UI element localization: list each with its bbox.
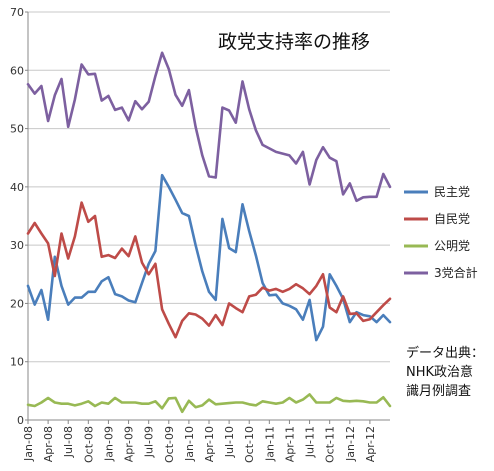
- x-tick-label: Jul-11: [304, 426, 317, 458]
- x-tick-label: Apr-08: [42, 426, 55, 462]
- y-tick-label: 40: [10, 181, 24, 194]
- source-note-line: データ出典：: [406, 345, 484, 361]
- legend-label: 公明党: [434, 238, 470, 253]
- x-tick-label: Jul-08: [62, 426, 75, 458]
- x-tick-label: Apr-11: [283, 426, 296, 462]
- y-tick-label: 20: [10, 297, 24, 310]
- series-line-3党合計: [26, 51, 392, 203]
- series-line-自民党: [26, 201, 392, 339]
- y-tick-label: 0: [17, 414, 24, 427]
- y-tick-label: 10: [10, 356, 24, 369]
- x-tick-label: Apr-10: [203, 426, 216, 462]
- series-lines: [26, 51, 392, 414]
- x-tick-label: Jan-12: [344, 426, 357, 462]
- x-tick-label: Jul-10: [223, 426, 236, 458]
- y-tick-label: 60: [10, 64, 24, 77]
- legend-label: 民主党: [434, 184, 470, 199]
- series-line-公明党: [26, 393, 392, 414]
- x-tick-label: Oct-10: [243, 426, 256, 463]
- y-tick-label: 50: [10, 123, 24, 136]
- axes: 0 10 20 30 40 50 60 70 Jan-08 Apr-08 Jul-08 Oct-08 J…: [10, 6, 390, 463]
- x-tick-label: Oct-08: [82, 426, 95, 463]
- grid-lines: [28, 11, 390, 363]
- x-tick-label: Jul-09: [143, 426, 156, 458]
- x-tick-label: Apr-09: [123, 426, 136, 462]
- legend-label: 自民党: [434, 211, 470, 226]
- y-tick-label: 30: [10, 239, 24, 252]
- y-tick-label: 70: [10, 6, 24, 19]
- x-tick-label: Jan-10: [183, 426, 196, 462]
- x-tick-label: Jan-11: [263, 426, 276, 462]
- series-line-民主党: [26, 173, 392, 342]
- chart-title: 政党支持率の推移: [218, 31, 370, 53]
- x-tick-label: Jan-09: [102, 426, 115, 462]
- x-tick-label: Oct-11: [324, 426, 337, 463]
- source-note-line: NHK政治意: [406, 364, 473, 380]
- x-tick-label: Jan-08: [22, 426, 35, 462]
- legend-label: 3党合計: [434, 265, 478, 280]
- x-tick-label: Apr-12: [364, 426, 377, 462]
- x-tick-label: Oct-09: [163, 426, 176, 463]
- source-note-line: 識月例調査: [406, 384, 471, 399]
